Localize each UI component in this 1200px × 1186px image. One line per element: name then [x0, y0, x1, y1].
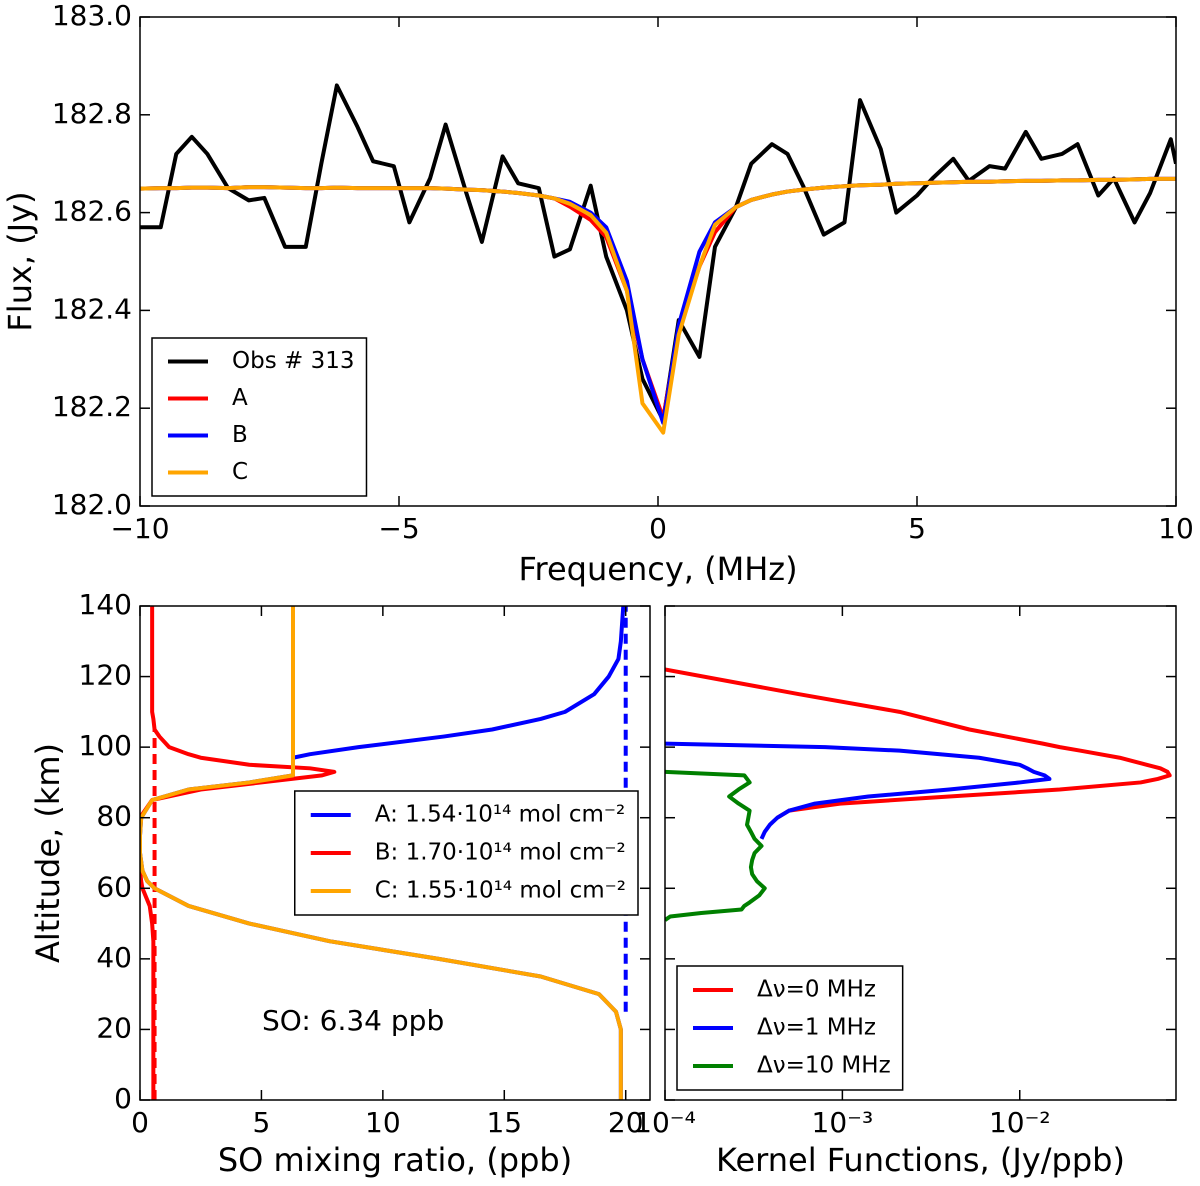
x-tick-label: 15 — [486, 1106, 522, 1139]
legend: Obs # 313 ABC — [151, 337, 368, 497]
x-tick-label: −10 — [110, 512, 169, 545]
legend-label: C — [232, 459, 248, 485]
x-tick-label: 0 — [649, 512, 667, 545]
y-tick-label: 182.6 — [52, 195, 132, 228]
x-tick-label: 5 — [908, 512, 926, 545]
y-tick-label: 182.8 — [52, 97, 132, 130]
legend-label: A — [232, 385, 248, 411]
axes-frame — [139, 605, 651, 1101]
x-tick-label: 20 — [608, 1106, 644, 1139]
y-axis-label: Altitude, (km) — [29, 743, 67, 963]
series-line — [665, 741, 1052, 840]
legend-label: Δν=0 MHz — [757, 977, 876, 1003]
x-tick-label: 10 — [365, 1106, 401, 1139]
y-tick-label: 20 — [96, 1011, 132, 1044]
legend-label: B: 1.70·10¹⁴ mol cm⁻² — [375, 840, 626, 866]
x-tick-label: 10⁻³ — [812, 1106, 874, 1139]
y-tick-label: 182.2 — [52, 390, 132, 423]
y-tick-label: 183.0 — [52, 0, 132, 32]
y-tick-label: 0 — [114, 1082, 132, 1115]
x-axis-label: SO mixing ratio, (ppb) — [218, 1141, 572, 1179]
x-tick-label: −5 — [378, 512, 419, 545]
series-line — [140, 176, 1176, 435]
y-tick-label: 40 — [96, 941, 132, 974]
y-tick-label: 120 — [79, 659, 132, 692]
y-tick-label: 100 — [79, 729, 132, 762]
series-line — [665, 769, 767, 922]
legend-label: Obs # 313 — [232, 348, 354, 374]
plot-area — [140, 606, 628, 1100]
legend-label: B — [232, 422, 248, 448]
legend-label: Δν=1 MHz — [757, 1015, 876, 1041]
x-axis-label: Kernel Functions, (Jy/ppb) — [716, 1141, 1125, 1179]
x-tick-label: 0 — [131, 1106, 149, 1139]
x-axis-label: Frequency, (MHz) — [518, 550, 797, 588]
y-tick-label: 60 — [96, 870, 132, 903]
plot-area — [140, 83, 1176, 435]
axes-frame — [664, 605, 1177, 1101]
y-axis-label: Flux, (Jy) — [1, 191, 39, 331]
y-tick-label: 80 — [96, 800, 132, 833]
x-tick-label: 10⁻² — [989, 1106, 1051, 1139]
y-tick-label: 182.4 — [52, 292, 132, 325]
x-tick-label: 10⁻⁴ — [634, 1106, 696, 1139]
y-tick-label: 140 — [79, 588, 132, 621]
x-tick-label: 5 — [253, 1106, 271, 1139]
series-line — [140, 606, 623, 1100]
plot-area — [665, 667, 1172, 922]
legend: Δν=0 MHz Δν=1 MHz Δν=10 MHz — [676, 965, 904, 1091]
legend-label: C: 1.55·10¹⁴ mol cm⁻² — [375, 878, 626, 904]
series-line — [665, 667, 1172, 820]
legend-box — [294, 790, 639, 916]
legend-box — [151, 337, 368, 497]
y-tick-label: 182.0 — [52, 488, 132, 521]
legend-label: Δν=10 MHz — [757, 1053, 891, 1079]
legend: A: 1.54·10¹⁴ mol cm⁻² B: 1.70·10¹⁴ mol cm… — [294, 790, 639, 916]
x-tick-label: 10 — [1158, 512, 1194, 545]
annotation: SO: 6.34 ppb — [262, 1004, 444, 1037]
legend-label: A: 1.54·10¹⁴ mol cm⁻² — [375, 802, 626, 828]
